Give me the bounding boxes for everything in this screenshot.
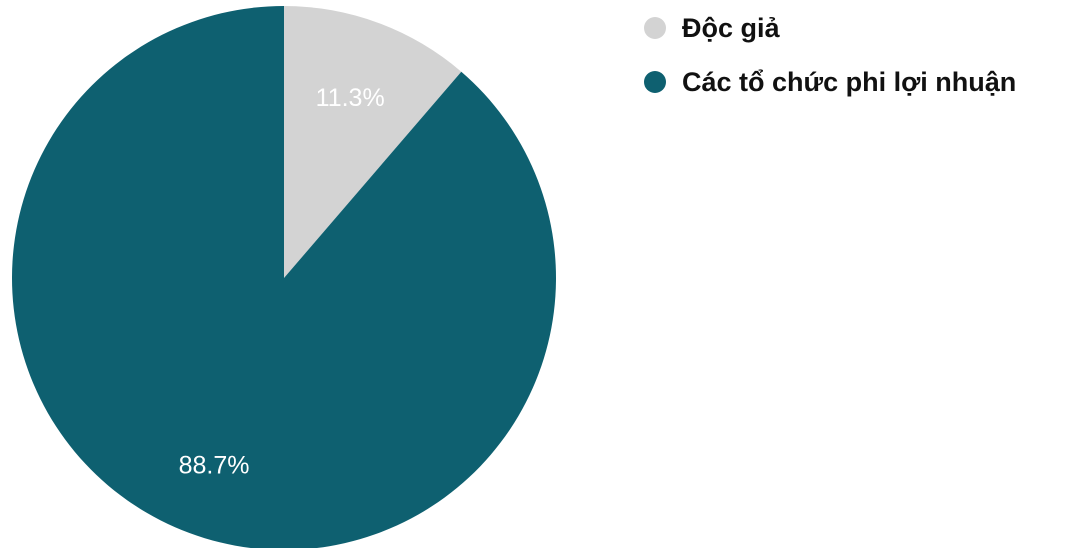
pie-slice-readers [284, 6, 462, 278]
legend-item-readers: Độc giả [644, 10, 1016, 46]
legend-item-nonprofits: Các tổ chức phi lợi nhuận [644, 64, 1016, 100]
slice-label-readers: 11.3% [316, 84, 385, 112]
legend-label-nonprofits: Các tổ chức phi lợi nhuận [682, 66, 1017, 97]
pie-slice-nonprofits [12, 6, 556, 548]
legend: Độc giả Các tổ chức phi lợi nhuận [644, 10, 1016, 118]
legend-swatch-nonprofits [644, 71, 666, 93]
slice-label-nonprofits: 88.7% [179, 451, 250, 479]
legend-swatch-readers [644, 17, 666, 39]
legend-label-readers: Độc giả [682, 12, 780, 43]
